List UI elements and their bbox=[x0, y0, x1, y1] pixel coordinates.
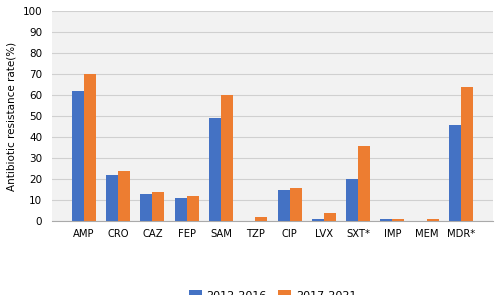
Bar bbox=[140, 194, 152, 221]
Bar bbox=[312, 219, 324, 221]
Bar bbox=[290, 188, 302, 221]
Bar bbox=[72, 91, 84, 221]
Bar bbox=[380, 219, 392, 221]
Bar bbox=[106, 175, 118, 221]
Bar bbox=[278, 190, 289, 221]
Y-axis label: Antibiotic resistance rate(%): Antibiotic resistance rate(%) bbox=[7, 42, 17, 191]
Bar bbox=[392, 219, 404, 221]
Bar bbox=[152, 192, 164, 221]
Bar bbox=[174, 198, 186, 221]
Bar bbox=[346, 179, 358, 221]
Bar bbox=[118, 171, 130, 221]
Bar bbox=[186, 196, 198, 221]
Bar bbox=[358, 145, 370, 221]
Bar bbox=[221, 95, 233, 221]
Bar bbox=[324, 213, 336, 221]
Bar bbox=[256, 217, 268, 221]
Legend: 2012-2016, 2017-2021: 2012-2016, 2017-2021 bbox=[184, 286, 360, 295]
Bar bbox=[449, 124, 461, 221]
Bar bbox=[426, 219, 438, 221]
Bar bbox=[461, 87, 473, 221]
Bar bbox=[84, 74, 96, 221]
Bar bbox=[209, 118, 221, 221]
